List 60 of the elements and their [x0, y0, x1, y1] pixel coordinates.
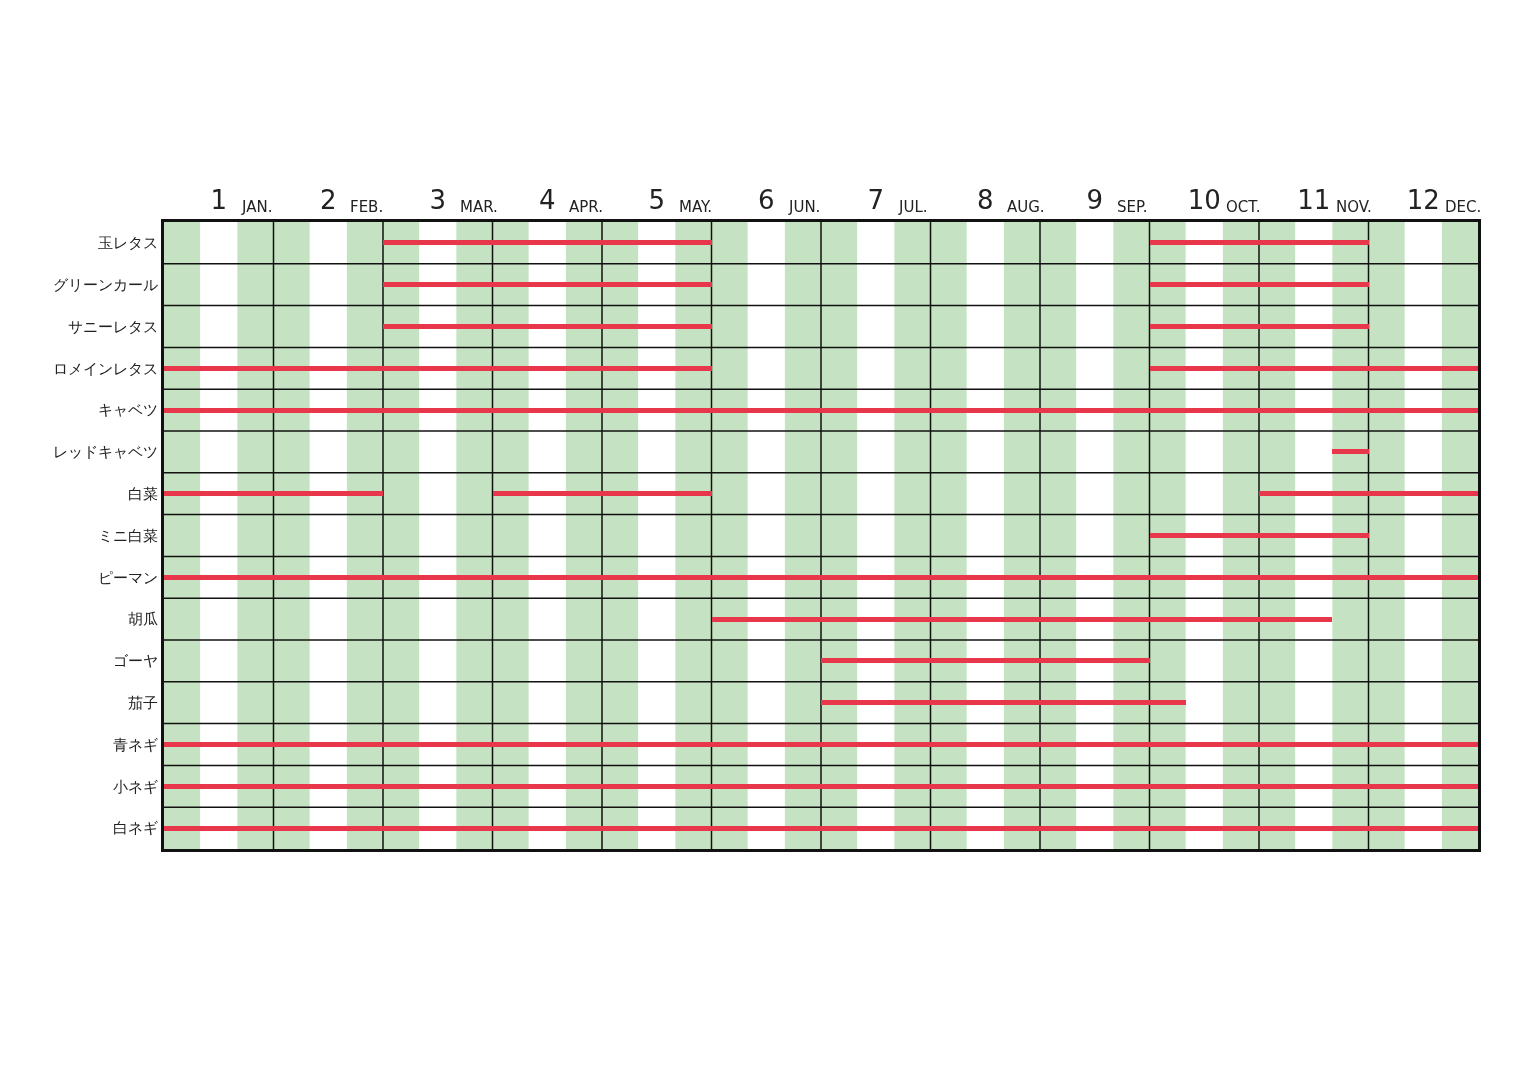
text: MAY. [679, 198, 712, 216]
y-tick-label: ピーマン [98, 568, 158, 587]
bar [383, 324, 712, 329]
text: APR. [569, 198, 603, 216]
bar [1332, 449, 1369, 454]
y-tick-label: 胡瓜 [128, 610, 158, 629]
y-tick-label: 白菜 [128, 484, 158, 503]
y-tick-label: サニーレタス [68, 317, 158, 336]
bar [821, 658, 1150, 663]
x-tick-label: 10 [1187, 184, 1221, 215]
x-tick-label: 3 [429, 184, 447, 215]
y-tick-label: 白ネギ [113, 819, 158, 838]
x-tick-label: 2 [319, 184, 337, 215]
x-tick-label: 9 [1086, 184, 1104, 215]
x-tick-label: 11 [1297, 184, 1331, 215]
bar [164, 742, 1478, 747]
bar [1150, 240, 1369, 245]
bar [383, 240, 712, 245]
bar [164, 366, 712, 371]
bar [1150, 282, 1369, 287]
bar [383, 282, 712, 287]
x-tick-label: 4 [538, 184, 556, 215]
text: MAR. [460, 198, 498, 216]
bar [1150, 533, 1369, 538]
bar [164, 826, 1478, 831]
text: JUN. [788, 198, 821, 216]
y-tick-label: ゴーヤ [113, 652, 158, 671]
text: JUL. [898, 198, 928, 216]
y-tick-label: グリーンカール [53, 275, 158, 294]
bar [712, 617, 1332, 622]
bar [164, 491, 383, 496]
y-tick-label: ミニ白菜 [98, 526, 158, 545]
y-tick-label: キャベツ [98, 401, 158, 420]
bar [1150, 366, 1478, 371]
bar [1150, 324, 1369, 329]
text: SEP. [1117, 198, 1148, 216]
x-tick-label: 8 [976, 184, 994, 215]
x-tick-label: 6 [757, 184, 775, 215]
x-tick-label: 7 [867, 184, 885, 215]
x-tick-label: 12 [1406, 184, 1440, 215]
text: FEB. [350, 198, 384, 216]
text: AUG. [1007, 198, 1045, 216]
bar [164, 784, 1478, 789]
y-tick-label: 小ネギ [113, 777, 158, 796]
x-tick-label: 1 [210, 184, 228, 215]
bar [1259, 491, 1478, 496]
x-tick-label: 5 [648, 184, 666, 215]
text: OCT. [1226, 198, 1261, 216]
bar [493, 491, 712, 496]
y-tick-label: 青ネギ [113, 735, 158, 754]
bar [164, 408, 1478, 413]
bar [821, 700, 1186, 705]
y-tick-label: 玉レタス [98, 234, 158, 253]
y-tick-label: ロメインレタス [53, 359, 158, 378]
y-tick-label: 茄子 [128, 693, 158, 712]
bar [164, 575, 1478, 580]
y-tick-label: レッドキャベツ [53, 443, 158, 462]
text: NOV. [1336, 198, 1372, 216]
text: JAN. [241, 198, 273, 216]
text: DEC. [1445, 198, 1482, 216]
